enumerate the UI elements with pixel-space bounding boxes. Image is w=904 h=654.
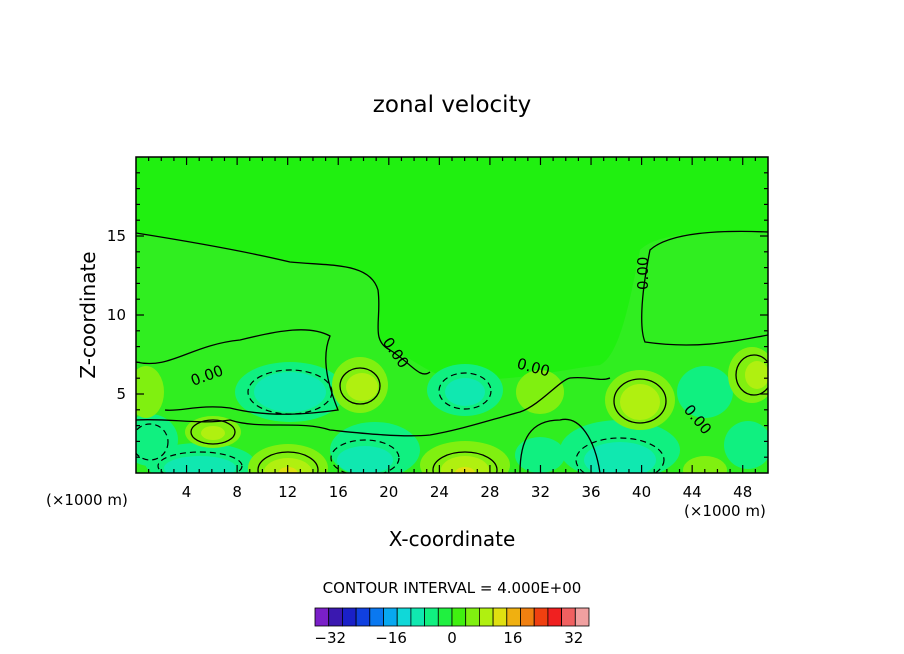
- x-tick-label: 36: [581, 483, 600, 501]
- neg-contour-3: [575, 437, 665, 473]
- colorbar-swatch: [314, 607, 330, 627]
- x-tick-label: 4: [182, 483, 192, 501]
- y-tick-label: 10: [107, 306, 126, 324]
- colorbar-swatch: [396, 607, 412, 627]
- colorbar-tick-label: 0: [447, 629, 457, 647]
- feature-neg-7: [677, 366, 733, 418]
- feature-neg-6b: [337, 446, 393, 473]
- axis-ticks: [136, 157, 768, 473]
- pos-contour-3: [613, 378, 667, 424]
- feature-neg-4b: [164, 456, 236, 473]
- neg-contour-4: [157, 451, 243, 473]
- x-tick-label: 44: [683, 483, 702, 501]
- x-tick-label: 40: [632, 483, 651, 501]
- x-axis-label: X-coordinate: [389, 527, 516, 551]
- zero-contour-bottom: [519, 418, 601, 473]
- contour-label: 0.00: [634, 257, 652, 290]
- feature-pos-7b: [745, 361, 768, 389]
- x-tick-label: 16: [329, 483, 348, 501]
- colorbar-swatch: [355, 607, 371, 627]
- zero-contour-upper: [136, 232, 431, 375]
- feature-neg-9: [515, 437, 565, 473]
- colorbar-swatch: [383, 607, 398, 627]
- colorbar-swatch: [492, 607, 508, 627]
- contour-interval-label: CONTOUR INTERVAL = 4.000E+00: [323, 579, 582, 597]
- feature-pos-6b: [620, 384, 660, 420]
- colorbar-swatch: [547, 607, 563, 627]
- zero-contour-low: [136, 376, 611, 437]
- colorbar-swatch: [465, 607, 480, 627]
- zero-contour-right: [641, 230, 768, 346]
- pos-contour-2: [339, 367, 381, 405]
- x-unit-right: (×1000 m): [684, 502, 766, 520]
- y-tick-label: 5: [116, 385, 126, 403]
- colorbar-swatch: [520, 607, 535, 627]
- neg-contour-5: [330, 439, 400, 473]
- feature-neg-8: [724, 421, 768, 469]
- colorbar: [314, 607, 590, 627]
- colorbar-tick-label: −32: [314, 629, 346, 647]
- zero-contour-mid: [136, 329, 339, 415]
- colorbar-swatch: [478, 607, 494, 627]
- colorbar-swatch: [574, 607, 590, 627]
- colorbar-swatch: [533, 607, 549, 627]
- feature-pos-8: [683, 456, 727, 473]
- feature-pos-9: [136, 366, 164, 418]
- contour-lines-negative: [136, 369, 665, 473]
- contour-lines: [136, 230, 768, 473]
- chart-title: zonal velocity: [373, 92, 531, 118]
- pos-contour-4: [432, 451, 498, 473]
- colorbar-swatch: [328, 607, 343, 627]
- colorbar-swatch: [437, 607, 453, 627]
- colorbar-tick-label: −16: [375, 629, 407, 647]
- colorbar-swatch: [369, 607, 384, 627]
- pos-contour-5: [257, 451, 319, 473]
- x-tick-label: 12: [278, 483, 297, 501]
- colorbar-swatch: [410, 607, 425, 627]
- feature-pos-3b: [346, 373, 378, 401]
- x-tick-label: 28: [480, 483, 499, 501]
- feature-pos-4b: [441, 456, 489, 473]
- colorbar-swatch: [341, 607, 357, 627]
- x-tick-label: 8: [232, 483, 242, 501]
- feature-neg-5: [136, 414, 178, 466]
- contour-features: [136, 347, 768, 473]
- x-unit-left: (×1000 m): [46, 491, 128, 509]
- pos-contour-6: [735, 354, 768, 396]
- colorbar-tick-label: 16: [503, 629, 522, 647]
- colorbar-swatch: [561, 607, 576, 627]
- plot-area: 0.00 0.00 0.00 0.00 0.00 4 8 12 16 20 24 28 32 3…: [107, 156, 769, 501]
- y-tick-label: 15: [107, 227, 126, 245]
- feature-neg-2b: [445, 378, 485, 406]
- x-tick-label: 32: [531, 483, 550, 501]
- y-axis-label: Z-coordinate: [76, 251, 100, 378]
- feature-neg-1b: [254, 372, 326, 412]
- colorbar-labels: −32 −16 0 16 32: [314, 629, 583, 647]
- colorbar-swatch: [451, 607, 467, 627]
- x-tick-label: 20: [379, 483, 398, 501]
- colorbar-swatch: [424, 607, 439, 627]
- feature-pos-1b: [201, 426, 225, 440]
- feature-pos-5: [516, 370, 564, 414]
- neg-contour-1: [247, 369, 333, 415]
- feature-neg-3b: [584, 442, 656, 473]
- x-tick-label: 24: [430, 483, 449, 501]
- pos-contour-1: [190, 419, 236, 445]
- colorbar-tick-label: 32: [564, 629, 583, 647]
- neg-contour-2: [438, 372, 492, 410]
- colorbar-swatch: [506, 607, 521, 627]
- x-tick-label: 48: [733, 483, 752, 501]
- neg-contour-6: [136, 423, 169, 461]
